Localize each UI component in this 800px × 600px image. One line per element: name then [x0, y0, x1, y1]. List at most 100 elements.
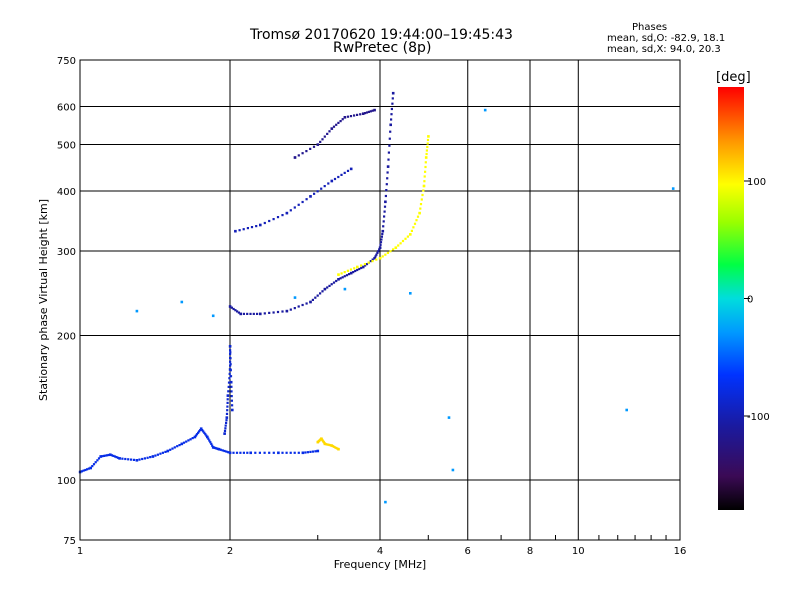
- data-point: [301, 303, 304, 307]
- data-point: [371, 109, 374, 112]
- data-point: [229, 364, 232, 367]
- data-point: [249, 312, 252, 315]
- data-point: [424, 156, 428, 159]
- data-point: [189, 438, 192, 441]
- data-point: [223, 429, 227, 432]
- data-point: [118, 457, 121, 460]
- data-point: [235, 451, 239, 454]
- data-point: [289, 308, 292, 311]
- data-point: [384, 194, 387, 198]
- data-point: [237, 311, 240, 314]
- data-point: [285, 211, 289, 215]
- data-point: [229, 375, 233, 378]
- data-point: [384, 500, 387, 504]
- data-point: [339, 277, 342, 280]
- data-point: [101, 455, 104, 458]
- data-point: [301, 152, 304, 155]
- x-tick-label: 4: [377, 546, 383, 557]
- data-point: [156, 453, 159, 456]
- data-point: [388, 144, 391, 147]
- data-point: [375, 258, 378, 261]
- colorbar-tick-label: 100: [747, 177, 766, 188]
- data-point: [376, 251, 379, 254]
- data-point: [197, 431, 200, 434]
- series-3: [337, 135, 430, 276]
- data-point: [238, 229, 241, 232]
- data-point: [386, 177, 389, 180]
- data-point: [268, 311, 271, 314]
- data-point: [187, 439, 190, 442]
- data-point: [311, 298, 314, 301]
- data-point: [381, 229, 385, 233]
- data-point: [225, 450, 228, 453]
- data-point: [210, 442, 213, 445]
- data-point: [386, 165, 390, 168]
- data-point: [327, 182, 330, 185]
- data-point: [254, 451, 257, 454]
- data-point: [230, 399, 233, 402]
- data-point: [227, 381, 231, 384]
- data-point: [82, 469, 85, 472]
- data-point: [180, 442, 184, 446]
- data-point: [373, 108, 376, 112]
- data-point: [224, 427, 227, 430]
- data-point: [367, 110, 370, 113]
- data-point: [211, 314, 215, 318]
- x-tick-label: 1: [77, 546, 83, 557]
- data-point: [224, 424, 227, 427]
- data-point: [353, 114, 356, 117]
- data-point: [255, 225, 258, 228]
- data-point: [410, 229, 413, 232]
- y-tick-label: 300: [57, 247, 76, 258]
- data-point: [198, 430, 201, 433]
- data-point: [301, 451, 305, 455]
- data-point: [423, 175, 426, 178]
- data-point: [386, 251, 389, 254]
- x-axis-ticks: 1 2 4 6 8 10 16: [77, 535, 686, 557]
- data-point: [121, 457, 124, 460]
- data-point: [356, 113, 359, 116]
- data-point: [316, 143, 320, 146]
- data-point: [151, 455, 155, 458]
- x-axis-label: Frequency [MHz]: [334, 558, 426, 571]
- data-point: [359, 113, 362, 116]
- data-point: [389, 123, 392, 127]
- data-point: [249, 451, 252, 455]
- data-point: [228, 372, 231, 375]
- data-point: [424, 165, 427, 169]
- data-point: [202, 430, 205, 433]
- data-point: [171, 447, 174, 450]
- data-point: [239, 451, 242, 454]
- data-point: [246, 451, 249, 454]
- data-point: [281, 451, 284, 454]
- data-point: [166, 449, 170, 453]
- data-point: [361, 112, 365, 115]
- data-point: [345, 274, 349, 277]
- chart-title: Tromsø 20170620 19:44:00–19:45:43: [250, 27, 513, 43]
- data-point: [421, 193, 424, 197]
- data-point: [391, 91, 395, 95]
- data-point: [309, 300, 312, 304]
- data-point: [141, 457, 144, 461]
- data-point: [185, 440, 188, 443]
- data-point: [208, 439, 211, 442]
- data-point: [418, 211, 421, 215]
- data-point: [390, 118, 393, 121]
- data-point: [364, 112, 367, 115]
- data-point: [256, 312, 259, 315]
- data-point: [99, 455, 102, 458]
- data-point: [416, 215, 420, 218]
- data-point: [146, 456, 149, 459]
- data-point: [323, 185, 326, 188]
- data-point: [314, 296, 317, 299]
- data-point: [384, 200, 387, 204]
- data-point: [321, 138, 324, 141]
- data-point: [447, 416, 451, 419]
- data-point: [154, 454, 157, 457]
- data-point: [227, 385, 230, 388]
- data-point: [323, 135, 326, 138]
- data-point: [383, 215, 386, 218]
- data-point: [228, 305, 232, 308]
- data-point: [232, 451, 235, 454]
- data-point: [232, 307, 235, 311]
